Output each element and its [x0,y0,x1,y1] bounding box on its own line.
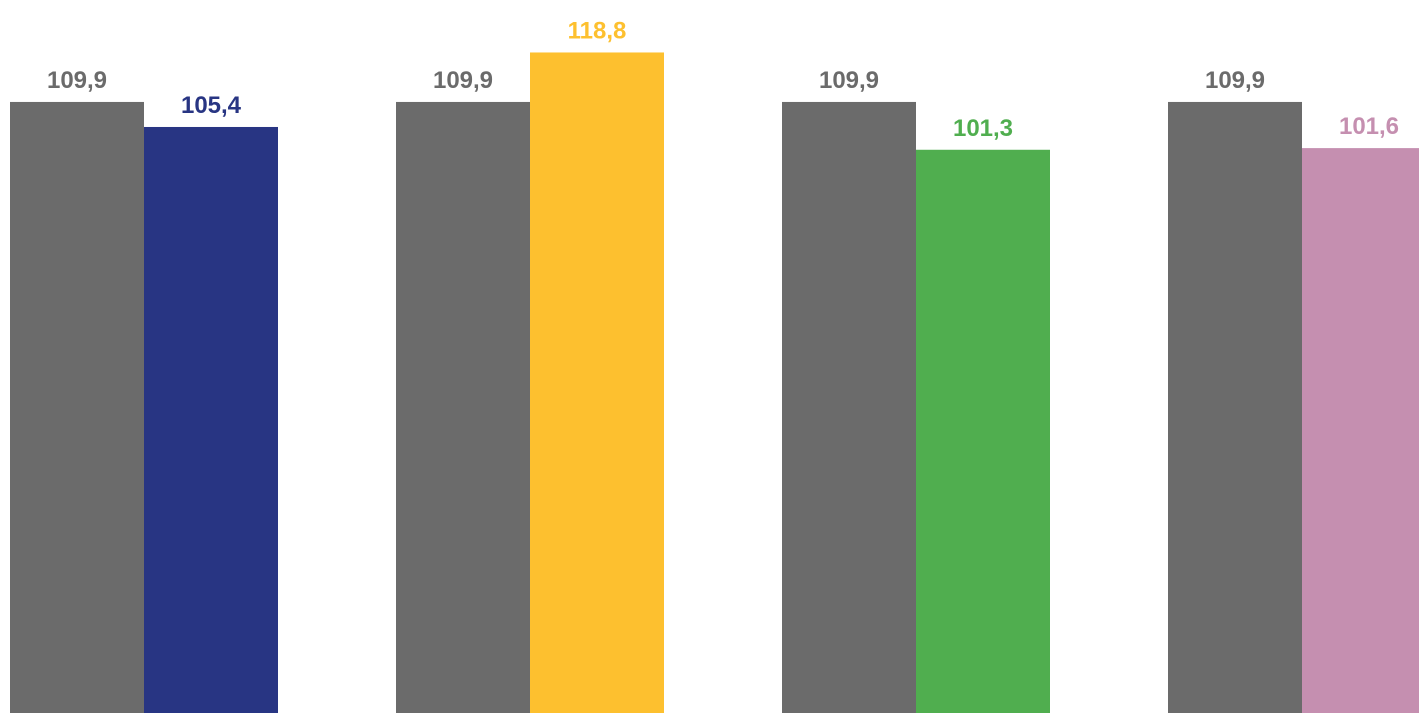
bar-4-2 [1302,148,1419,713]
bar-1-1 [10,101,144,713]
bar-value-label-1-2: 105,4 [181,92,242,119]
bar-2-2 [530,52,664,713]
bar-4-1 [1168,101,1302,713]
bar-3-1 [782,101,916,713]
bar-1-2 [144,126,278,713]
bar-value-label-3-2: 101,3 [953,115,1013,142]
bar-3-2 [916,149,1050,713]
bar-value-label-4-2: 101,6 [1339,113,1399,140]
bar-value-label-4-1: 109,9 [1205,67,1265,94]
bar-value-label-3-1: 109,9 [819,67,879,94]
bar-value-label-2-1: 109,9 [433,67,493,94]
bar-value-label-1-1: 109,9 [47,67,107,94]
bar-value-label-2-2: 118,8 [568,17,627,44]
bar-2-1 [396,101,530,713]
